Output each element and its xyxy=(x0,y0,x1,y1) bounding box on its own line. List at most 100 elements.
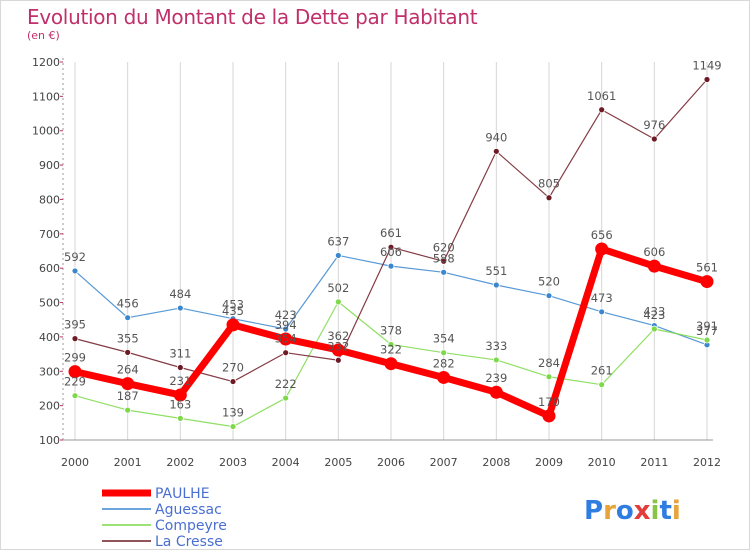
y-tick-label: 200 xyxy=(39,400,60,413)
data-point xyxy=(545,194,553,202)
logo-letter: i xyxy=(651,496,660,526)
data-label: 163 xyxy=(169,397,191,411)
data-point xyxy=(440,349,448,357)
y-tick-label: 300 xyxy=(39,365,60,378)
data-point xyxy=(334,252,342,259)
data-point xyxy=(650,135,658,143)
data-label: 423 xyxy=(643,308,665,322)
data-label: 606 xyxy=(643,245,665,259)
data-point xyxy=(331,343,345,357)
x-tick-label: 2012 xyxy=(693,456,721,469)
x-tick-label: 2004 xyxy=(272,456,300,469)
y-tick-label: 1000 xyxy=(32,125,60,138)
data-point xyxy=(229,378,237,385)
data-point xyxy=(124,314,132,322)
data-point xyxy=(598,308,606,316)
data-label: 805 xyxy=(538,177,560,191)
data-point xyxy=(121,377,135,391)
data-label: 299 xyxy=(64,351,86,365)
data-point xyxy=(387,341,395,348)
data-point xyxy=(124,348,132,356)
data-label: 261 xyxy=(591,364,613,378)
data-point xyxy=(703,76,711,83)
chart-title: Evolution du Montant de la Dette par Hab… xyxy=(27,5,478,29)
data-label: 231 xyxy=(169,374,191,388)
data-label: 453 xyxy=(222,298,244,312)
data-label: 1149 xyxy=(692,59,721,73)
data-label: 940 xyxy=(485,130,507,144)
data-point xyxy=(282,349,290,357)
data-label: 423 xyxy=(275,308,297,322)
data-label: 239 xyxy=(485,371,507,385)
data-point xyxy=(71,267,79,275)
x-tick-label: 2008 xyxy=(482,456,510,469)
logo-letter: o xyxy=(616,496,634,526)
data-label: 282 xyxy=(433,356,455,370)
chart-unit: (en €) xyxy=(27,29,60,42)
data-point xyxy=(173,388,187,402)
y-tick-label: 100 xyxy=(39,434,60,447)
data-label: 588 xyxy=(433,251,455,265)
x-tick-label: 2011 xyxy=(640,456,668,469)
data-point xyxy=(387,243,395,251)
data-label: 333 xyxy=(485,339,507,353)
x-tick-label: 2002 xyxy=(166,456,194,469)
data-label: 656 xyxy=(591,228,613,242)
data-point xyxy=(492,356,500,364)
data-point xyxy=(68,365,82,379)
data-label: 456 xyxy=(117,297,139,311)
data-label: 394 xyxy=(275,318,297,332)
data-label: 435 xyxy=(222,304,244,318)
data-point xyxy=(334,356,342,364)
data-point xyxy=(282,325,290,333)
logo-letter: x xyxy=(634,496,651,526)
data-label: 322 xyxy=(380,343,402,357)
data-label: 620 xyxy=(433,240,455,254)
data-label: 270 xyxy=(222,361,244,375)
legend-label: La Cresse xyxy=(155,534,223,549)
data-label: 229 xyxy=(64,375,86,389)
data-point xyxy=(229,423,237,430)
y-tick-label: 1200 xyxy=(32,56,60,69)
y-tick-label: 1100 xyxy=(32,90,60,103)
data-label: 484 xyxy=(169,287,191,301)
data-label: 187 xyxy=(117,389,139,403)
data-label: 520 xyxy=(538,275,560,289)
data-label: 355 xyxy=(117,331,139,345)
y-tick-label: 800 xyxy=(39,193,60,206)
data-label: 264 xyxy=(117,363,139,377)
x-tick-label: 2000 xyxy=(61,456,89,469)
data-label: 637 xyxy=(327,234,349,248)
data-point xyxy=(279,332,293,346)
data-label: 473 xyxy=(591,291,613,305)
data-point xyxy=(595,242,609,256)
data-point xyxy=(650,325,658,333)
data-label: 284 xyxy=(538,356,560,370)
data-label: 139 xyxy=(222,406,244,420)
data-label: 661 xyxy=(380,226,402,240)
data-point xyxy=(440,268,448,276)
series-lines xyxy=(68,76,714,430)
data-point xyxy=(282,394,290,402)
data-labels: 299 264 231 435 394 362 322 282 239 170 656 606 561 5… xyxy=(64,59,722,420)
y-tick-label: 500 xyxy=(39,297,60,310)
data-label: 222 xyxy=(275,377,297,391)
data-label: 395 xyxy=(64,318,86,332)
x-tick-label: 2007 xyxy=(430,456,458,469)
data-label: 606 xyxy=(380,245,402,259)
data-label: 311 xyxy=(169,346,191,360)
x-tick-label: 2010 xyxy=(588,456,616,469)
data-point xyxy=(71,335,79,343)
data-point xyxy=(124,406,132,414)
logo-letter: P xyxy=(584,496,603,526)
data-label: 502 xyxy=(327,281,349,295)
data-point xyxy=(176,414,184,422)
y-tick-label: 700 xyxy=(39,228,60,241)
data-point xyxy=(176,364,184,371)
data-point xyxy=(71,392,79,400)
data-label: 170 xyxy=(538,395,560,409)
x-tick-label: 2005 xyxy=(324,456,352,469)
x-tick-label: 2006 xyxy=(377,456,405,469)
y-tick-label: 600 xyxy=(39,262,60,275)
